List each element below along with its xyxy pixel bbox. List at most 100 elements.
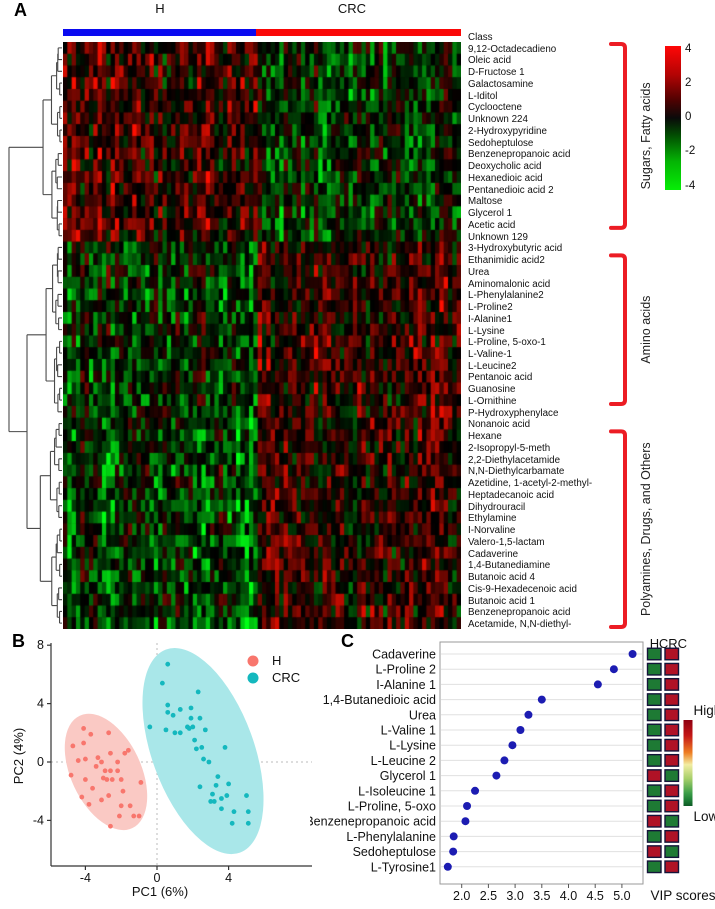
pca-point-h (99, 797, 104, 803)
heatmap-row-label: Nonanoic acid (468, 419, 531, 431)
abundance-square-crc (664, 693, 680, 707)
vip-scale-high-label: High (694, 703, 715, 718)
heatmap-row-label: Oleic acid (468, 55, 512, 67)
vip-x-tick-label: 4.0 (560, 889, 577, 903)
abundance-square-h (646, 647, 662, 661)
vip-category-label: 1,4-Butanedioic acid (323, 693, 436, 707)
pca-point-h (106, 730, 112, 736)
vip-category-label: L-Leucine 2 (371, 754, 436, 768)
vip-category-label: Urea (409, 708, 436, 722)
heatmap-row-label: Guanosine (468, 384, 516, 396)
heatmap-row-label: I-Alanine1 (468, 313, 513, 325)
pca-point-crc (165, 661, 171, 667)
pca-point-h (88, 731, 94, 737)
pca-point-h (102, 768, 108, 774)
vip-scale-low-label: Low (694, 809, 715, 824)
abundance-square-h (646, 829, 662, 843)
vip-category-label: Cadaverine (372, 648, 436, 662)
pca-point-h (108, 768, 113, 774)
pca-y-tick-label: 8 (37, 638, 44, 652)
pca-point-crc (188, 715, 194, 721)
pca-point-crc (206, 759, 212, 765)
heatmap-row-label: L-Proline2 (468, 302, 513, 314)
pca-point-h (118, 777, 124, 782)
pca-point-h (86, 801, 92, 807)
pca-point-crc (186, 726, 192, 731)
pca-point-h (81, 726, 87, 731)
pca-point-h (108, 750, 113, 756)
class-bar-crc (256, 29, 461, 36)
pca-point-h (136, 813, 142, 819)
pca-point-crc (219, 796, 224, 801)
vip-x-tick-label: 3.5 (533, 889, 550, 903)
pca-point-h (95, 755, 101, 761)
heatmap-row-label: Benzenepropanoic acid (468, 149, 571, 161)
panel-a-label: A (14, 0, 27, 20)
abundance-square-crc (664, 753, 680, 767)
heatmap-row-label: Acetic acid (468, 219, 516, 231)
pca-point-crc (215, 774, 221, 779)
vip-category-label: L-Valine 1 (381, 724, 436, 738)
heatmap-row-label: Cis-9-Hexadecenoic acid (468, 583, 577, 595)
colorbar-tick-label: -4 (685, 180, 696, 192)
pca-point-crc (197, 715, 203, 721)
pca-point-crc (222, 745, 228, 750)
pca-point-crc (195, 689, 201, 695)
vip-header-h: H (650, 636, 659, 651)
heatmap-row-label: L-Phenylalanine2 (468, 290, 544, 302)
heatmap-row-label: 3-Hydroxybutyric acid (468, 243, 563, 255)
vip-dot (537, 695, 546, 704)
pca-point-crc (165, 709, 171, 715)
pca-point-h (68, 772, 74, 778)
vip-category-label: L-Phenylalanine (346, 830, 436, 844)
pca-x-axis-title: PC1 (6%) (131, 884, 189, 899)
pca-point-h (93, 763, 99, 769)
pca-point-h (81, 740, 87, 746)
pca-point-crc (199, 745, 205, 750)
abundance-square-crc (664, 662, 680, 676)
row-group-brackets: Sugars, Fatty acids Amino acids Polyamines… (609, 42, 653, 629)
vip-category-label: L-Proline, 5-oxo (348, 800, 436, 814)
heatmap-row-label: Azetidine, 1-acetyl-2-methyl- (468, 478, 593, 490)
vip-category-label: Sedoheptulose (353, 845, 436, 859)
heatmap-row-label: Butanoic acid 4 (468, 572, 535, 584)
pca-point-crc (147, 724, 153, 730)
abundance-square-h (646, 845, 662, 859)
pca-point-crc (201, 756, 206, 762)
pca-point-h (115, 759, 121, 765)
pca-point-crc (213, 782, 219, 788)
heatmap-class-label: Class (468, 32, 493, 43)
row-group-bracket (609, 42, 627, 230)
abundance-square-crc (664, 860, 680, 874)
heatmap-row-label: Pentanedioic acid 2 (468, 184, 554, 196)
pca-point-crc (165, 702, 171, 708)
abundance-square-crc (664, 769, 680, 783)
abundance-square-crc (664, 829, 680, 843)
colorbar-tick-label: -2 (685, 145, 696, 157)
pca-point-h (109, 777, 115, 782)
vip-dot (492, 771, 501, 780)
pca-point-crc (163, 727, 169, 733)
vip-dot (463, 802, 472, 810)
heatmap-row-label: Unknown 129 (468, 231, 528, 243)
pca-point-h (115, 768, 121, 774)
vip-category-label: L-Tyrosine1 (371, 860, 436, 874)
pca-point-crc (229, 820, 235, 826)
heatmap-row-label: 9,12-Octadecadieno (468, 43, 557, 55)
abundance-square-crc (664, 647, 680, 661)
abundance-square-h (646, 738, 662, 752)
pca-point-crc (210, 791, 215, 797)
heatmap-row-label: Hexanedioic acid (468, 172, 543, 184)
colorbar-tick-label: 0 (685, 111, 692, 123)
heatmap-row-label: I-Norvaline (468, 525, 516, 537)
heatmap-row-label: Pentanoic acid (468, 372, 533, 384)
heatmap-row-label: Galactosamine (468, 78, 534, 90)
abundance-square-h (646, 799, 662, 813)
pca-point-crc (231, 809, 237, 815)
vip-dot (461, 817, 470, 826)
vip-x-axis-title: VIP scores (650, 888, 715, 903)
abundance-square-h (646, 784, 662, 798)
pca-point-h (70, 743, 76, 749)
pca-point-crc (211, 799, 217, 804)
